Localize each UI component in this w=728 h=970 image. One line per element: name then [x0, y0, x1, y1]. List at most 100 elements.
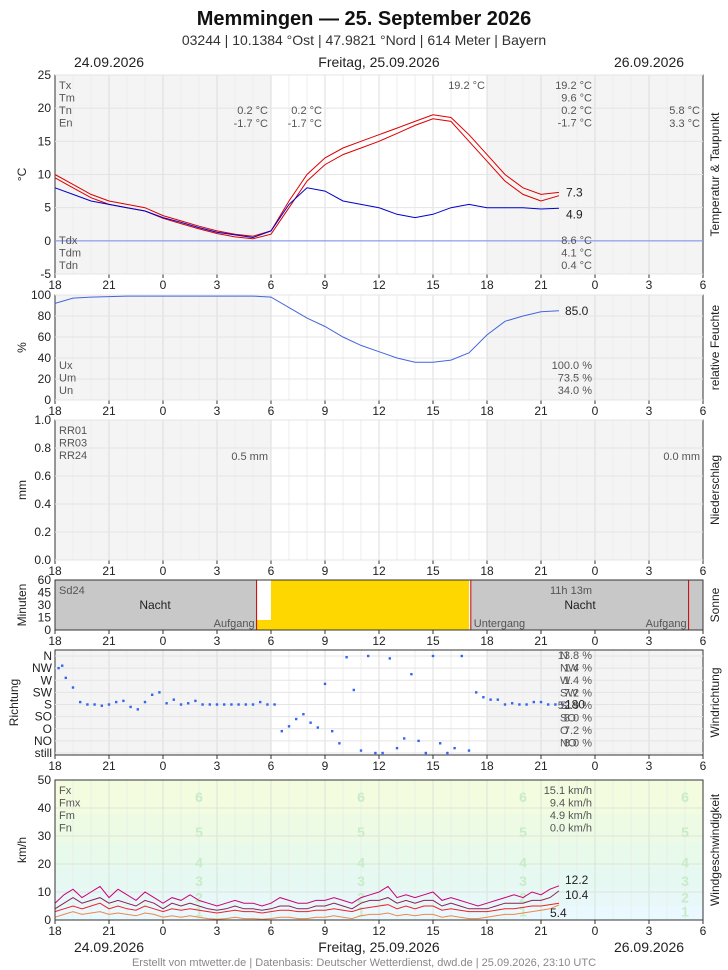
direction-point: [453, 746, 456, 750]
direction-end-label: 180: [565, 698, 585, 712]
direction-point: [316, 726, 319, 729]
next-sunrise-label: Aufgang: [646, 618, 687, 630]
direction-point: [431, 654, 435, 658]
direction-point: [237, 703, 240, 706]
direction-point: [302, 713, 305, 716]
beaufort-label: 6: [357, 789, 365, 805]
y-tick-label: 0: [44, 623, 51, 637]
direction-point: [194, 699, 197, 703]
stat-label: En: [59, 118, 72, 130]
stat-value: 34.0 %: [558, 385, 592, 397]
direction-point: [424, 751, 427, 755]
direction-tick-label: SO: [35, 710, 52, 724]
direction-point: [79, 700, 82, 704]
direction-point: [532, 700, 535, 704]
sun-bar: [325, 580, 343, 630]
stat-value: 8.6 °C: [561, 235, 592, 247]
stat-value: 0.0 km/h: [550, 823, 592, 835]
x-tick-label: 3: [214, 759, 221, 773]
stat-label: Ux: [59, 360, 73, 372]
series-fn-line: [54, 904, 560, 920]
y-tick-label: 10: [38, 885, 52, 899]
beaufort-label: 6: [681, 789, 689, 805]
beaufort-label: 6: [519, 789, 527, 805]
stat-label: NO: [560, 738, 577, 750]
direction-point: [381, 751, 384, 755]
tx-marker: 19.2 °C: [448, 80, 485, 92]
x-tick-label: 15: [426, 404, 440, 418]
beaufort-label: 3: [357, 873, 365, 889]
beaufort-label: 3: [195, 873, 203, 889]
y-tick-label: 45: [38, 586, 52, 600]
prev2-en: -1.7 °C: [288, 118, 322, 130]
prev-total: 0.5 mm: [231, 451, 268, 463]
direction-point: [179, 703, 183, 706]
x-tick-label: 0: [160, 278, 167, 292]
x-tick-label: 3: [646, 759, 653, 773]
y-tick-label: 0.8: [34, 441, 51, 455]
direction-point: [230, 703, 233, 706]
x-tick-label: 0: [592, 564, 599, 578]
y-tick-label: 40: [38, 801, 52, 815]
y-tick-label: 0.4: [34, 497, 51, 511]
panel-temperature: 18 21 0 3 6 9 12 15 18 21 0 3 6 25 20 15 10 5 0 -5 °C Tempera…: [15, 68, 722, 292]
x-tick-label: 21: [534, 564, 548, 578]
panel-precipitation: 18 21 0 3 6 9 12 15 18 21 0 3 6 1.0 0.8 0.6 0.4 0.2 0.0 mm N…: [15, 413, 722, 578]
direction-point: [367, 654, 370, 658]
x-tick-label: 18: [480, 404, 494, 418]
y-tick-label: 20: [38, 372, 52, 386]
direction-point: [323, 682, 327, 686]
direction-point: [359, 749, 363, 752]
direction-point: [467, 749, 471, 752]
stat-label: O: [560, 725, 569, 737]
direction-point: [223, 703, 226, 706]
x-tick-label: 0: [160, 404, 167, 418]
footer-credits: Erstellt von mtwetter.de | Datenbasis: D…: [132, 957, 596, 969]
x-tick-label: 18: [480, 564, 494, 578]
y-tick-label: 0: [44, 234, 51, 248]
x-tick-label: 12: [372, 924, 386, 938]
direction-tick-label: NW: [32, 661, 53, 675]
x-tick-label: 3: [214, 404, 221, 418]
stat-label: Tm: [59, 93, 75, 105]
x-tick-label: 0: [160, 759, 167, 773]
y-axis-label: Minuten: [15, 584, 29, 627]
direction-point: [107, 703, 111, 706]
y-axis-label: %: [15, 342, 29, 353]
direction-tick-label: W: [41, 673, 53, 687]
direction-point: [547, 703, 550, 706]
stat-value: 19.2 °C: [555, 80, 592, 92]
x-tick-label: 21: [102, 924, 116, 938]
x-tick-label: 21: [534, 278, 548, 292]
y-tick-label: 15: [38, 611, 52, 625]
direction-point: [266, 703, 269, 706]
date-right-top: 26.09.2026: [614, 54, 684, 70]
sunrise-label: Aufgang: [214, 618, 255, 630]
stat-label: Tx: [59, 80, 72, 92]
x-tick-label: 0: [592, 404, 599, 418]
stat-label: Un: [59, 385, 73, 397]
y-tick-label: 15: [38, 134, 52, 148]
x-tick-label: 6: [268, 634, 275, 648]
stat-label: W: [560, 675, 571, 687]
humidity-line: [54, 295, 560, 363]
y-tick-label: 30: [38, 829, 52, 843]
stat-label: Tdn: [59, 260, 78, 272]
direction-tick-label: NO: [34, 734, 52, 748]
direction-point: [172, 698, 175, 701]
y-tick-label: 80: [38, 309, 52, 323]
x-tick-label: 9: [322, 278, 329, 292]
direction-point: [122, 699, 125, 703]
sun-bar: [289, 580, 307, 630]
x-tick-label: 6: [268, 278, 275, 292]
sun-bar: [271, 580, 289, 630]
sun-bar: [397, 580, 415, 630]
beaufort-label: 5: [519, 824, 527, 840]
page-title: Memmingen — 25. September 2026: [197, 8, 532, 30]
stat-label: SO: [560, 713, 576, 725]
sun-bar: [307, 580, 325, 630]
direction-point: [403, 737, 406, 740]
